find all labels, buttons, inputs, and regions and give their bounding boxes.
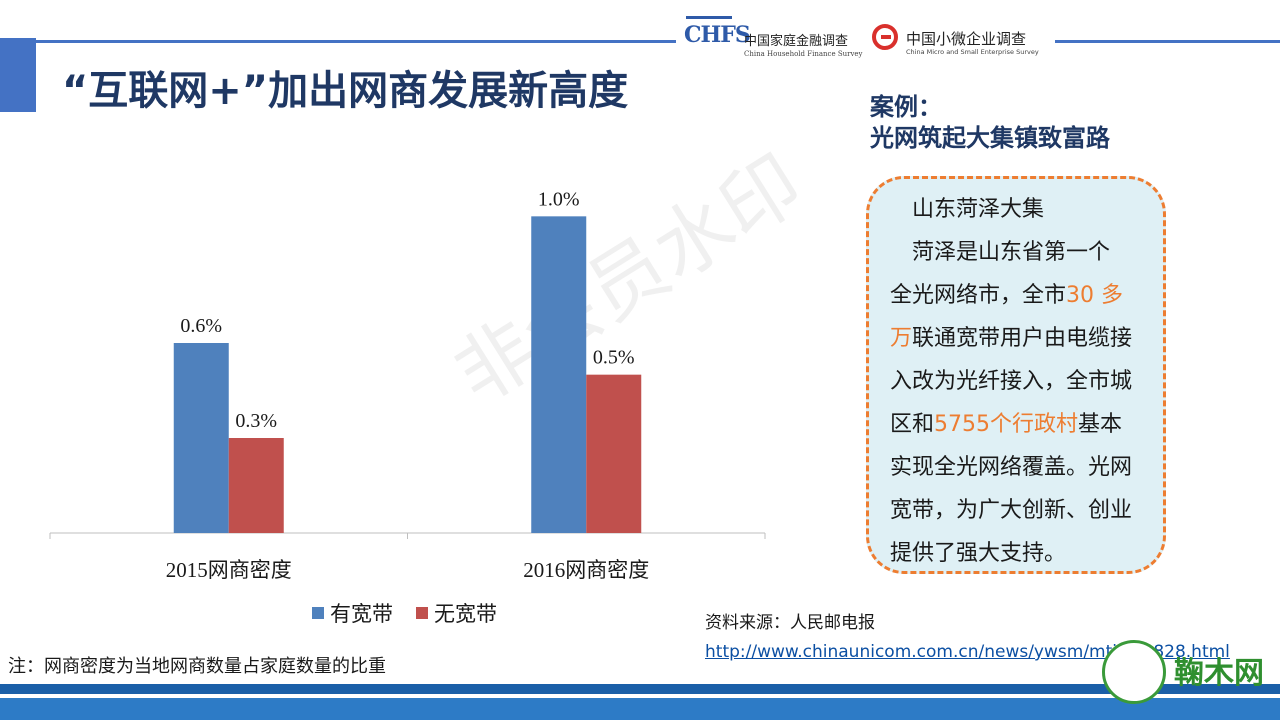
- legend-item-broadband: 有宽带: [312, 598, 393, 628]
- legend-swatch-no-broadband: [416, 607, 428, 619]
- bar: [586, 374, 642, 533]
- case-text: 山东菏泽大集 菏泽是山东省第一个 全光网络市，全市30 多万联通宽带用户由电缆接入…: [890, 188, 1160, 575]
- case-text-line: 实现全光网络覆盖。光网: [890, 446, 1160, 489]
- legend-label-broadband: 有宽带: [330, 602, 393, 626]
- case-text-segment: 提供了强大支持。: [890, 541, 1067, 566]
- bar: [173, 343, 229, 533]
- chfs-logo-cn: 中国家庭金融调查: [744, 34, 849, 49]
- bar-chart: 0.6% 0.3% 2015网商密度 1.0% 0.5% 2016网商密度: [49, 188, 766, 582]
- slide-title: “互联网+”加出网商发展新高度: [62, 68, 629, 114]
- source-link[interactable]: http://www.chinaunicom.com.cn/news/ywsm/…: [705, 642, 1230, 662]
- case-text-line: 宽带，为广大创新、创业: [890, 489, 1160, 532]
- case-title: 案例： 光网筑起大集镇致富路: [870, 92, 1110, 154]
- chfs-logo: CHFS 中国家庭金融调查 China Household Finance Su…: [684, 16, 864, 64]
- case-title-line2: 光网筑起大集镇致富路: [870, 124, 1110, 152]
- case-text-segment: 菏泽是山东省第一个: [890, 240, 1111, 265]
- bar: [228, 438, 284, 533]
- case-text-segment: 全光网络市，全市: [890, 283, 1067, 308]
- footnote: 注：网商密度为当地网商数量占家庭数量的比重: [8, 656, 386, 677]
- chfs-logo-mark: CHFS: [684, 22, 751, 48]
- case-text-segment: 山东菏泽大集: [890, 197, 1045, 222]
- legend-item-no-broadband: 无宽带: [416, 598, 497, 628]
- case-box: [866, 176, 1166, 574]
- footer-bar-top: [0, 684, 1280, 694]
- case-title-line1: 案例：: [870, 93, 942, 121]
- case-text-segment: 宽带，为广大创新、创业: [890, 498, 1133, 523]
- cmse-logo-cn: 中国小微企业调查: [906, 30, 1027, 48]
- site-logo-text: 鞠木网: [1174, 656, 1264, 691]
- title-divider-line: [36, 40, 676, 43]
- legend-label-no-broadband: 无宽带: [434, 602, 497, 626]
- data-label: 0.3%: [235, 410, 277, 432]
- source-label: 资料来源：人民邮电报: [705, 613, 875, 633]
- case-text-segment: 实现全光网络覆盖。光网: [890, 455, 1133, 480]
- data-label: 1.0%: [538, 188, 580, 210]
- site-logo-icon: [1102, 640, 1166, 704]
- site-logo: 鞠木网: [1102, 640, 1276, 704]
- data-label: 0.6%: [180, 315, 222, 337]
- cmse-logo-en: China Micro and Small Enterprise Survey: [906, 48, 1039, 56]
- case-text-segment: 区和: [890, 412, 935, 437]
- chfs-roof-icon: [686, 16, 732, 27]
- bar: [531, 216, 587, 533]
- case-text-line: 入改为光纤接入，全市城: [890, 360, 1160, 403]
- cmse-logo: 中国小微企业调查 China Micro and Small Enterpris…: [872, 22, 1052, 62]
- case-highlight: 万: [890, 326, 913, 351]
- case-text-line: 菏泽是山东省第一个: [890, 231, 1160, 274]
- footer-bar-bottom: [0, 698, 1280, 720]
- case-text-line: 区和5755个行政村基本: [890, 403, 1160, 446]
- case-text-line: 万联通宽带用户由电缆接: [890, 317, 1160, 360]
- case-text-line: 山东菏泽大集: [890, 188, 1160, 231]
- legend-swatch-broadband: [312, 607, 324, 619]
- cmse-logo-icon: [872, 24, 898, 50]
- case-text-line: 提供了强大支持。: [890, 532, 1160, 575]
- case-text-segment: 联通宽带用户由电缆接: [912, 326, 1133, 351]
- title-accent-bar: [0, 38, 36, 112]
- case-text-segment: 入改为光纤接入，全市城: [890, 369, 1133, 394]
- category-label: 2015网商密度: [166, 558, 292, 582]
- chfs-logo-en: China Household Finance Survey: [744, 50, 863, 58]
- data-label: 0.5%: [593, 347, 635, 369]
- category-label: 2016网商密度: [523, 558, 649, 582]
- case-text-segment: 基本: [1078, 412, 1123, 437]
- case-highlight: 5755个行政村: [934, 412, 1079, 437]
- title-divider-line-right: [1055, 40, 1280, 43]
- case-text-line: 全光网络市，全市30 多: [890, 274, 1160, 317]
- case-highlight: 30 多: [1066, 283, 1124, 308]
